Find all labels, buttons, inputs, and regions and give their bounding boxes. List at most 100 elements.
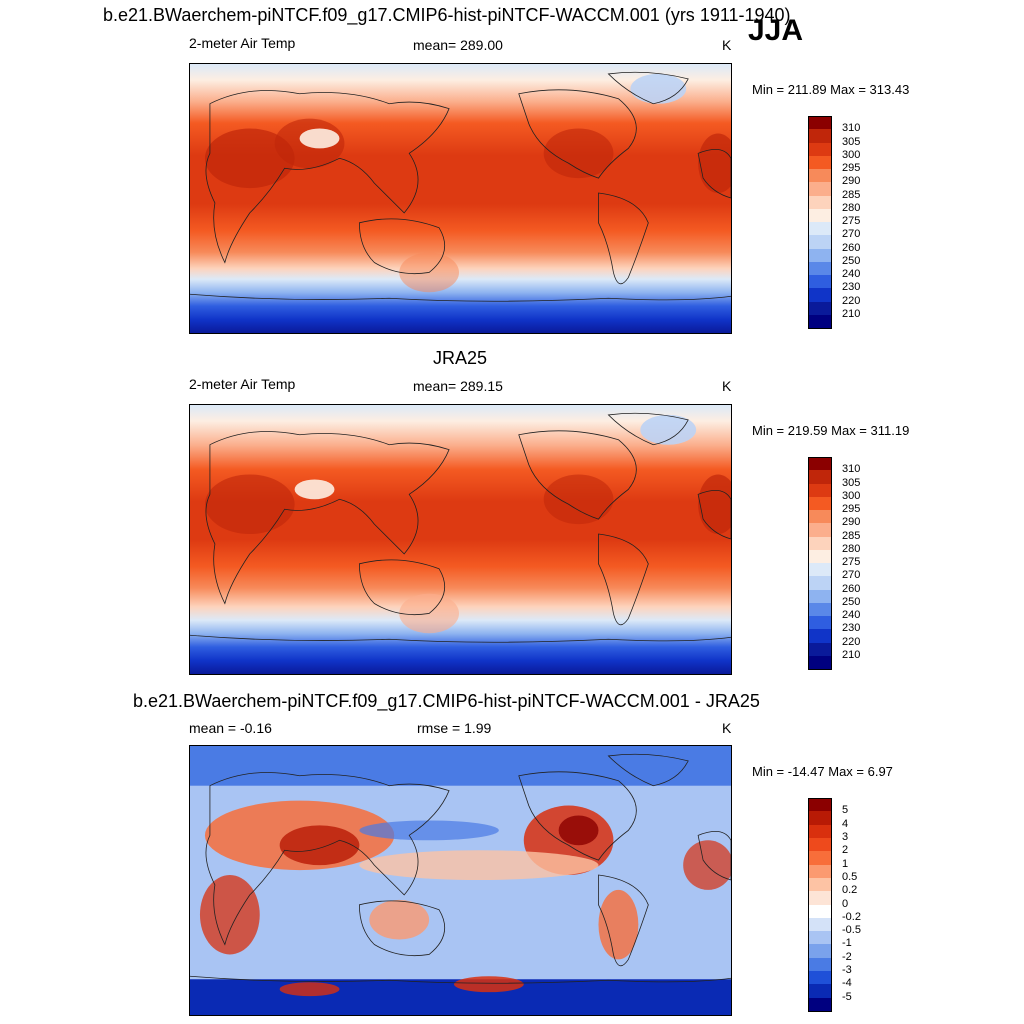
colorbar-swatch [808,182,832,196]
colorbar-label: 275 [842,556,861,568]
colorbar-swatch [808,971,832,985]
colorbar-label: 250 [842,254,861,267]
colorbar-label: 4 [842,817,849,830]
colorbar-swatch [808,563,832,577]
colorbar-label: 280 [842,542,861,555]
colorbar-swatch [808,602,832,617]
colorbar-label: 270 [842,228,861,241]
colorbar-swatch [808,288,832,302]
colorbar-swatch [808,864,832,879]
colorbar-swatch [808,536,832,551]
panel2-map [189,404,732,675]
colorbar-label: 295 [842,162,861,174]
panel1-title: b.e21.BWaerchem-piNTCF.f09_g17.CMIP6-his… [103,5,791,25]
colorbar-swatch [808,496,832,511]
colorbar-swatch [808,655,832,670]
panel3-units: K [722,720,732,736]
panel3-colorbar [808,798,832,1012]
colorbar-swatch [808,195,832,210]
colorbar-label: -3 [842,964,852,977]
colorbar-label: -1 [842,937,852,950]
colorbar-label: 260 [842,582,861,595]
panel3-map [189,745,732,1016]
panel2-units: K [722,378,732,394]
colorbar-label: -5 [842,990,852,1003]
colorbar-label: -2 [842,950,852,963]
panel2-minmax: Min = 219.59 Max = 311.19 [752,423,910,438]
panel2-mean-label: mean= 289.15 [413,378,503,394]
colorbar-label: 220 [842,294,861,307]
colorbar-swatch [808,931,832,945]
colorbar-label: 240 [842,268,861,280]
colorbar-label: 300 [842,148,861,161]
colorbar-label: 0.5 [842,870,858,883]
colorbar-label: 210 [842,307,861,320]
colorbar-swatch [808,457,832,471]
panel2-variable-label: 2-meter Air Temp [189,376,296,392]
colorbar-label: 230 [842,281,861,294]
colorbar-swatch [808,629,832,643]
colorbar-swatch [808,891,832,905]
colorbar-label: 220 [842,635,861,648]
panel3-title: b.e21.BWaerchem-piNTCF.f09_g17.CMIP6-his… [133,691,760,711]
panel2-title: JRA25 [433,348,488,368]
colorbar-swatch [808,576,832,590]
colorbar-label: 0 [842,897,849,910]
colorbar-label: 305 [842,476,861,489]
panel3-mean-label: mean = -0.16 [189,720,272,736]
colorbar-swatch [808,314,832,329]
panel2-colorbar [808,457,832,670]
panel3-minmax: Min = -14.47 Max = 6.97 [752,764,893,779]
colorbar-swatch [808,222,832,236]
colorbar-label: 285 [842,188,861,201]
colorbar-swatch [808,169,832,183]
colorbar-label: 290 [842,175,861,188]
colorbar-swatch [808,523,832,537]
colorbar-swatch [808,155,832,170]
colorbar-label: -4 [842,977,852,990]
colorbar-swatch [808,470,832,484]
panel1-map [189,63,732,334]
colorbar-swatch [808,129,832,143]
colorbar-label: 250 [842,595,861,608]
colorbar-label: 230 [842,622,861,635]
colorbar-swatch [808,837,832,852]
panel1-minmax: Min = 211.89 Max = 313.43 [752,82,910,97]
colorbar-label: 1 [842,857,849,870]
colorbar-label: 290 [842,516,861,529]
colorbar-swatch [808,642,832,657]
panel1-units: K [722,37,732,53]
panel1-variable-label: 2-meter Air Temp [189,35,296,51]
colorbar-swatch [808,248,832,263]
colorbar-label: 3 [842,830,849,843]
colorbar-swatch [808,616,832,630]
colorbar-label: 285 [842,529,861,542]
colorbar-swatch [808,549,832,564]
colorbar-label: 300 [842,489,861,502]
colorbar-swatch [808,235,832,249]
colorbar-label: 5 [842,804,849,817]
panel1-mean-label: mean= 289.00 [413,37,503,53]
colorbar-swatch [808,116,832,130]
colorbar-swatch [808,877,832,892]
colorbar-swatch [808,208,832,223]
colorbar-swatch [808,944,832,959]
colorbar-label: 280 [842,201,861,214]
colorbar-swatch [808,275,832,289]
colorbar-swatch [808,824,832,839]
colorbar-label: 270 [842,569,861,582]
colorbar-swatch [808,589,832,604]
colorbar-swatch [808,510,832,524]
colorbar-swatch [808,984,832,999]
colorbar-label: 0.2 [842,884,858,897]
colorbar-label: 305 [842,135,861,148]
colorbar-label: 275 [842,215,861,227]
colorbar-swatch [808,957,832,972]
colorbar-label: -0.2 [842,910,861,923]
colorbar-label: 310 [842,463,861,476]
colorbar-swatch [808,798,832,812]
colorbar-swatch [808,142,832,157]
season-label: JJA [748,14,804,47]
colorbar-swatch [808,811,832,826]
panel3-rmse-label: rmse = 1.99 [417,720,492,736]
